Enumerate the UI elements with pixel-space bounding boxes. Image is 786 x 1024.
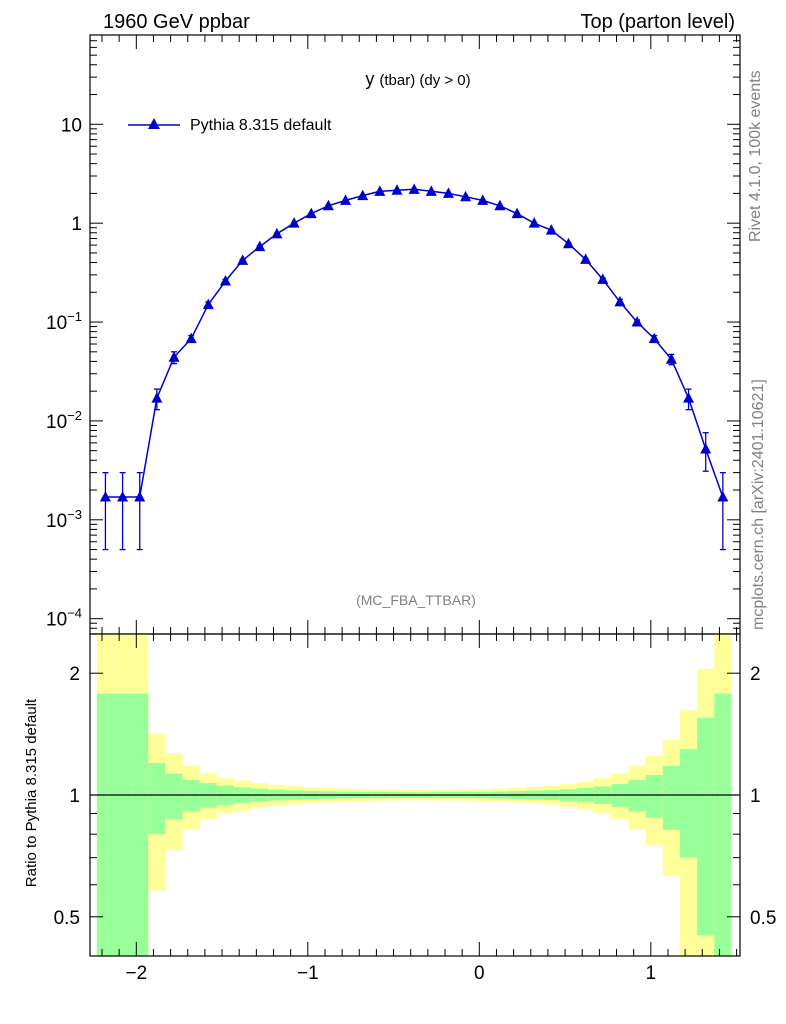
data-point bbox=[442, 187, 454, 198]
uncertainty-band-inner bbox=[697, 717, 715, 936]
data-point bbox=[202, 298, 214, 310]
ratio-y-tick-label-left: 1 bbox=[69, 786, 80, 807]
legend-triangle-marker bbox=[148, 118, 160, 129]
y-tick-label: 10−1 bbox=[46, 309, 82, 334]
y-tick-label-base: 10 bbox=[46, 610, 67, 631]
data-point bbox=[185, 332, 197, 344]
y-tick-label-exponent: −1 bbox=[67, 309, 82, 324]
rivet-label: Rivet 4.1.0, 100k events bbox=[747, 70, 764, 242]
uncertainty-band-inner bbox=[182, 779, 200, 812]
uncertainty-band-inner bbox=[628, 779, 646, 812]
uncertainty-band-inner bbox=[679, 748, 698, 858]
uncertainty-band-inner bbox=[714, 693, 732, 956]
data-point bbox=[219, 275, 231, 286]
data-point bbox=[717, 491, 729, 502]
y-tick-label-base: 10 bbox=[61, 115, 82, 136]
data-point bbox=[288, 217, 300, 228]
data-point bbox=[665, 353, 677, 364]
analysis-watermark: (MC_FBA_TTBAR) bbox=[356, 592, 476, 608]
data-point bbox=[511, 207, 523, 219]
uncertainty-band-inner bbox=[96, 693, 115, 956]
ratio-y-tick-label-right: 2 bbox=[750, 664, 761, 685]
data-point bbox=[597, 273, 609, 284]
series-line bbox=[105, 188, 724, 498]
y-tick-label-base: 10 bbox=[46, 313, 67, 334]
legend-label: Pythia 8.315 default bbox=[190, 117, 332, 134]
data-point bbox=[700, 443, 712, 454]
ratio-panel: 0.5 0.5 1 1 2 2 −2 −1 0 1 Ratio to Pythia 8.315 d… bbox=[23, 633, 776, 984]
uncertainty-band-inner bbox=[645, 775, 663, 818]
y-tick-label-base: 10 bbox=[46, 511, 67, 532]
x-tick-label: −2 bbox=[125, 963, 147, 984]
ratio-y-tick-label-right: 0.5 bbox=[750, 908, 776, 929]
main-content bbox=[99, 183, 729, 551]
uncertainty-band-inner bbox=[131, 693, 149, 956]
plot-title-main: y bbox=[365, 69, 374, 89]
data-point bbox=[528, 217, 540, 228]
data-point bbox=[391, 184, 403, 195]
data-point bbox=[305, 207, 317, 219]
x-tick-label: 0 bbox=[474, 963, 485, 984]
y-tick-label-exponent: −4 bbox=[67, 606, 82, 621]
uncertainty-band-inner bbox=[114, 693, 132, 956]
data-point bbox=[408, 183, 420, 194]
plot-title: y (tbar) (dy > 0) bbox=[365, 69, 470, 89]
data-point bbox=[168, 351, 180, 362]
ratio-axes: 0.5 0.5 1 1 2 2 −2 −1 0 1 bbox=[54, 633, 776, 984]
x-tick-label: −1 bbox=[297, 963, 319, 984]
ratio-y-tick-label-left: 0.5 bbox=[54, 908, 80, 929]
data-point bbox=[648, 332, 660, 344]
y-tick-label: 10 bbox=[61, 115, 82, 136]
uncertainty-band-inner bbox=[148, 762, 166, 835]
y-tick-label-exponent: −3 bbox=[67, 507, 82, 522]
data-point bbox=[562, 237, 574, 249]
x-tick-label: 1 bbox=[646, 963, 657, 984]
data-point bbox=[614, 295, 626, 307]
data-point bbox=[494, 199, 506, 211]
data-point bbox=[237, 254, 249, 265]
y-tick-label: 10−2 bbox=[46, 408, 82, 433]
y-tick-label-exponent: −2 bbox=[67, 408, 82, 423]
data-point bbox=[683, 392, 695, 403]
y-tick-label: 10−3 bbox=[46, 507, 82, 532]
data-point bbox=[580, 253, 592, 264]
ratio-content bbox=[90, 634, 740, 956]
uncertainty-band-inner bbox=[165, 773, 183, 820]
legend: Pythia 8.315 default bbox=[128, 117, 332, 134]
ratio-y-tick-label-right: 1 bbox=[750, 786, 761, 807]
data-point bbox=[271, 227, 283, 239]
data-point bbox=[357, 189, 369, 201]
source-label: mcplots.cern.ch [arXiv:2401.10621] bbox=[750, 379, 767, 630]
data-point bbox=[322, 199, 334, 211]
y-tick-label: 1 bbox=[71, 214, 82, 235]
data-point bbox=[254, 240, 266, 252]
data-point bbox=[631, 316, 643, 327]
ratio-y-tick-label-left: 2 bbox=[69, 664, 80, 685]
ratio-ylabel: Ratio to Pythia 8.315 default bbox=[23, 698, 40, 887]
plot-title-sub: (tbar) (dy > 0) bbox=[379, 72, 470, 89]
y-tick-label-base: 1 bbox=[71, 214, 82, 235]
data-point bbox=[99, 491, 111, 502]
data-point bbox=[460, 190, 472, 202]
data-point bbox=[134, 491, 146, 502]
main-frame bbox=[89, 34, 741, 635]
y-tick-label-base: 10 bbox=[46, 412, 67, 433]
data-point bbox=[545, 224, 557, 235]
data-point bbox=[340, 194, 352, 205]
data-point bbox=[117, 491, 129, 502]
data-point bbox=[374, 185, 386, 196]
y-tick-label: 10−4 bbox=[46, 606, 82, 631]
uncertainty-band-inner bbox=[662, 765, 680, 830]
header-right-title: Top (parton level) bbox=[580, 11, 735, 33]
header-left-title: 1960 GeV ppbar bbox=[103, 11, 250, 33]
data-point bbox=[151, 392, 163, 403]
data-point bbox=[477, 194, 489, 205]
data-point bbox=[425, 185, 437, 196]
